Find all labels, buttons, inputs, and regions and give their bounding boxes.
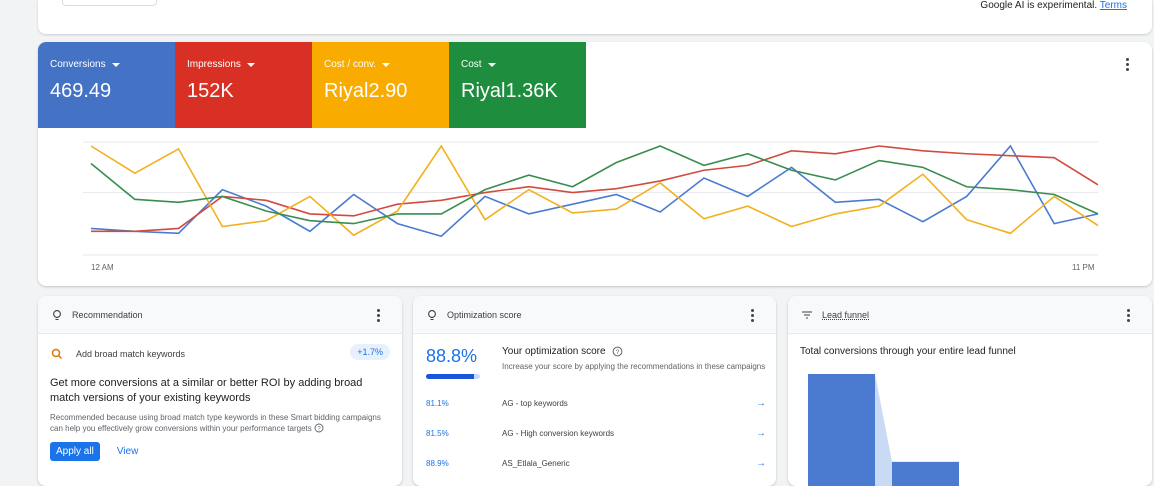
svg-text:?: ? xyxy=(615,349,619,356)
metric-value: Riyal2.90 xyxy=(324,80,408,102)
optimization-title-text: Your optimization score xyxy=(502,346,606,357)
series-line-conversions xyxy=(90,144,1099,238)
recommendation-description: Recommended because using broad match ty… xyxy=(50,412,390,434)
card-title: Recommendation xyxy=(72,309,143,320)
line-chart xyxy=(83,141,1099,256)
uplift-badge: +1.7% xyxy=(350,344,390,360)
caret-down-icon xyxy=(382,62,391,67)
help-icon[interactable]: ? xyxy=(612,346,623,357)
campaign-row[interactable]: 88.9% AS_Etlala_Generic → xyxy=(426,456,766,470)
metric-label: Cost / conv. xyxy=(324,59,377,70)
funnel-stage-bar[interactable] xyxy=(892,461,959,486)
card-header: Lead funnel xyxy=(788,296,1152,334)
metric-label: Conversions xyxy=(50,59,106,70)
metric-value: 469.49 xyxy=(50,80,112,102)
top-strip: Google AI is experimental. Terms xyxy=(38,0,1152,34)
funnel-chart xyxy=(808,374,959,486)
more-options-icon[interactable] xyxy=(370,307,386,323)
help-icon[interactable]: ? xyxy=(314,423,324,433)
lead-funnel-card: Lead funnel Total conversions through yo… xyxy=(788,296,1152,486)
campaign-row[interactable]: 81.5% AG - High conversion keywords → xyxy=(426,426,766,440)
campaign-row[interactable]: 81.1% AG - top keywords → xyxy=(426,396,766,410)
lightbulb-icon xyxy=(50,308,64,322)
optimization-title: Your optimization score ? xyxy=(502,346,623,357)
arrow-right-icon: → xyxy=(756,397,766,409)
series-line-impressions xyxy=(91,145,1099,233)
optimization-score-card: Optimization score 88.8% Your optimizati… xyxy=(413,296,776,486)
campaign-name: AG - top keywords xyxy=(502,398,568,408)
funnel-title: Total conversions through your entire le… xyxy=(800,346,1016,357)
performance-chart: 12 AM 11 PM xyxy=(38,128,1152,286)
series-line-cost xyxy=(90,145,1099,225)
campaign-name: AS_Etlala_Generic xyxy=(502,458,570,468)
optimization-score-bar xyxy=(426,374,480,379)
recommendation-description-text: Recommended because using broad match ty… xyxy=(50,413,381,433)
view-link[interactable]: View xyxy=(116,446,139,457)
optimization-score-value: 88.8% xyxy=(426,346,478,366)
search-icon xyxy=(50,347,64,361)
card-header: Optimization score xyxy=(413,296,776,334)
recommendation-title: Get more conversions at a similar or bet… xyxy=(50,377,363,404)
metric-value: 152K xyxy=(187,80,234,102)
svg-text:?: ? xyxy=(317,426,321,432)
more-options-icon[interactable] xyxy=(744,307,760,323)
performance-card: Conversions 469.49 Impressions 152K Cost… xyxy=(38,42,1152,286)
more-options-icon[interactable] xyxy=(1119,56,1135,72)
arrow-right-icon: → xyxy=(756,427,766,439)
more-options-icon[interactable] xyxy=(1120,307,1136,323)
recommendation-item-label: Add broad match keywords xyxy=(76,349,186,359)
card-title[interactable]: Lead funnel xyxy=(822,309,870,320)
collapsed-control[interactable] xyxy=(62,0,157,6)
campaign-score: 81.1% xyxy=(426,398,449,408)
optimization-subtitle: Increase your score by applying the reco… xyxy=(502,362,766,371)
recommendation-item[interactable]: Add broad match keywords xyxy=(50,346,390,362)
metric-value: Riyal1.36K xyxy=(461,80,558,102)
metric-conversions[interactable]: Conversions 469.49 xyxy=(38,42,175,128)
campaign-name: AG - High conversion keywords xyxy=(502,428,615,438)
caret-down-icon xyxy=(487,62,496,67)
metric-cost-per-conv[interactable]: Cost / conv. Riyal2.90 xyxy=(312,42,449,128)
recommendation-card: Recommendation Add broad match keywords … xyxy=(38,296,402,486)
metric-label: Impressions xyxy=(187,59,241,70)
campaign-score: 81.5% xyxy=(426,428,449,438)
ai-disclaimer: Google AI is experimental. Terms xyxy=(980,0,1127,11)
card-header: Recommendation xyxy=(38,296,402,334)
campaign-score: 88.9% xyxy=(426,458,449,468)
apply-all-button[interactable]: Apply all xyxy=(50,442,100,461)
ai-disclaimer-text: Google AI is experimental. xyxy=(980,0,1098,11)
x-axis-start-label: 12 AM xyxy=(91,263,114,272)
funnel-stage-bar[interactable] xyxy=(808,374,875,486)
terms-link[interactable]: Terms xyxy=(1099,0,1127,11)
card-title: Optimization score xyxy=(447,309,522,320)
caret-down-icon xyxy=(246,62,255,67)
filter-icon xyxy=(800,308,814,322)
caret-down-icon xyxy=(111,62,120,67)
optimization-score-bar-fill xyxy=(426,374,474,379)
x-axis-end-label: 11 PM xyxy=(1072,263,1095,272)
metric-label: Cost xyxy=(461,59,482,70)
lightbulb-icon xyxy=(425,308,439,322)
series-line-cost-conv- xyxy=(90,144,1099,237)
arrow-right-icon: → xyxy=(756,457,766,469)
metric-cost[interactable]: Cost Riyal1.36K xyxy=(449,42,586,128)
funnel-connector xyxy=(875,374,892,486)
metric-impressions[interactable]: Impressions 152K xyxy=(175,42,312,128)
